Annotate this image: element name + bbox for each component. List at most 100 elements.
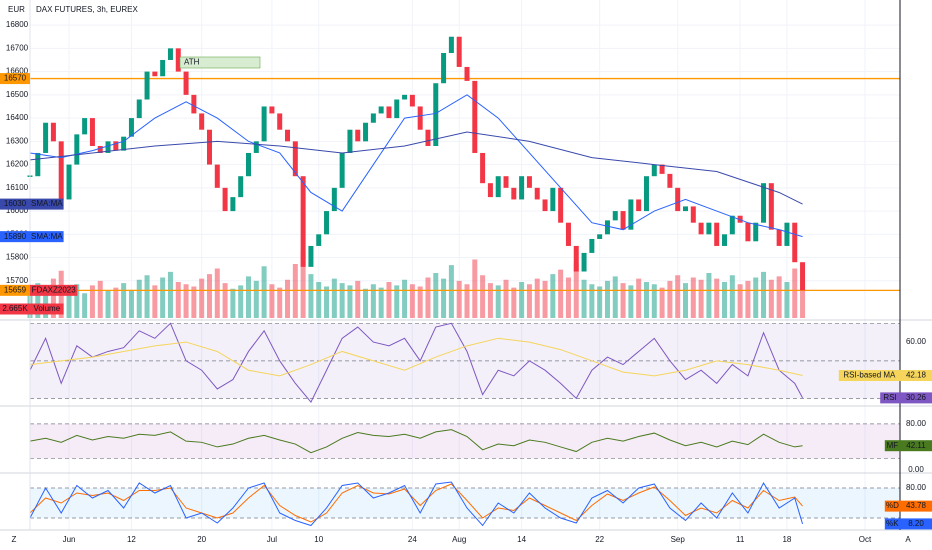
volume-bar <box>206 274 212 318</box>
timezone-button[interactable]: Z <box>12 535 17 544</box>
candle <box>238 176 244 198</box>
candle <box>402 94 408 100</box>
candle <box>324 211 330 235</box>
candle <box>246 152 251 177</box>
volume-bar <box>792 268 798 318</box>
candle <box>316 234 322 246</box>
volume-bar <box>651 284 657 318</box>
volume-bar <box>683 283 688 318</box>
volume-bar <box>285 279 291 318</box>
auto-scale-button[interactable]: A <box>905 535 911 544</box>
y-tick-label: 60.00 <box>906 337 927 346</box>
candle <box>792 222 798 263</box>
currency: EUR <box>8 5 25 14</box>
indicator-value-label: 42.18 <box>906 371 927 380</box>
candle <box>753 222 759 242</box>
volume-bar <box>714 278 720 318</box>
y-tick-label: 16500 <box>6 90 29 99</box>
volume-bar <box>620 283 626 318</box>
volume-bar <box>183 284 189 318</box>
y-tick-label: 16300 <box>6 136 29 145</box>
volume-bar <box>152 285 158 318</box>
volume-bar <box>331 278 337 318</box>
volume-value-label: 2.665K <box>2 304 28 313</box>
candle <box>456 36 462 67</box>
volume-bar <box>425 277 431 318</box>
x-tick-label: 24 <box>408 535 417 544</box>
candle <box>761 183 767 223</box>
candle <box>597 234 603 239</box>
candle <box>667 173 673 188</box>
volume-bar <box>550 274 556 318</box>
volume-bar <box>269 284 275 318</box>
y-tick-label: 80.00 <box>906 483 927 492</box>
volume-bar <box>776 276 782 318</box>
volume-bar <box>604 280 610 318</box>
volume-bar <box>113 287 119 318</box>
candle <box>565 222 571 246</box>
volume-bar <box>292 264 298 318</box>
volume-bar <box>191 286 197 318</box>
candle <box>589 238 595 253</box>
indicator-line <box>29 429 803 454</box>
volume-bar <box>370 284 376 318</box>
candle <box>558 187 564 223</box>
candle <box>113 141 119 151</box>
candle <box>448 36 454 54</box>
volume-bar <box>441 278 447 318</box>
sma-value-label: 15890 <box>4 232 27 241</box>
indicator-name-label: RSI <box>883 393 896 402</box>
volume-bar <box>589 284 595 318</box>
x-tick-label: Jun <box>63 535 76 544</box>
candle <box>800 262 806 291</box>
candle <box>378 106 384 114</box>
x-tick-label: 12 <box>127 535 136 544</box>
hline-value-label-box <box>0 73 30 85</box>
volume-bar <box>659 287 665 318</box>
sma-name-label-box <box>30 198 64 210</box>
indicator-name-label-box <box>884 440 900 452</box>
volume-bar <box>97 280 103 318</box>
volume-bar <box>144 275 150 318</box>
x-tick-label: Aug <box>452 535 466 544</box>
chart-title: DAX FUTURES, 3h, EUREX <box>36 5 138 14</box>
candle <box>768 183 774 230</box>
candle <box>487 183 493 198</box>
volume-bar <box>105 291 111 318</box>
indicator-line <box>29 337 803 377</box>
volume-bar <box>581 279 587 318</box>
volume-bar <box>160 277 166 318</box>
volume-bar <box>542 280 548 318</box>
x-tick-label: Jul <box>267 535 277 544</box>
volume-bar <box>378 287 384 318</box>
candle <box>261 106 267 142</box>
candle <box>550 187 556 212</box>
volume-bar <box>238 285 244 318</box>
candle <box>441 53 447 84</box>
candle <box>269 106 275 114</box>
candle <box>58 141 64 200</box>
volume-bar <box>487 283 493 318</box>
candle <box>214 164 220 188</box>
candle <box>199 113 205 130</box>
candle <box>363 122 369 142</box>
volume-bar <box>706 273 712 318</box>
candle <box>167 48 173 60</box>
candle <box>175 48 181 72</box>
volume-bar <box>761 271 767 318</box>
indicator-value-label-box <box>900 500 932 512</box>
sma-name-label: SMA:MA <box>31 199 63 208</box>
indicator-value-label-box <box>900 370 932 382</box>
volume-bar <box>768 279 774 318</box>
labels: EUR DAX FUTURES, 3h, EUREX Z A Jun 12 20 Ju… <box>0 5 932 544</box>
y-tick-label: 16000 <box>6 206 29 215</box>
candle <box>472 80 478 153</box>
volume-bar <box>643 282 649 318</box>
x-tick-label: 11 <box>736 535 745 544</box>
candle <box>206 129 212 165</box>
y-tick-label: 15700 <box>6 276 29 285</box>
candle <box>675 187 681 212</box>
candle <box>300 176 306 267</box>
volume-bar <box>277 287 283 318</box>
candle <box>339 152 345 188</box>
